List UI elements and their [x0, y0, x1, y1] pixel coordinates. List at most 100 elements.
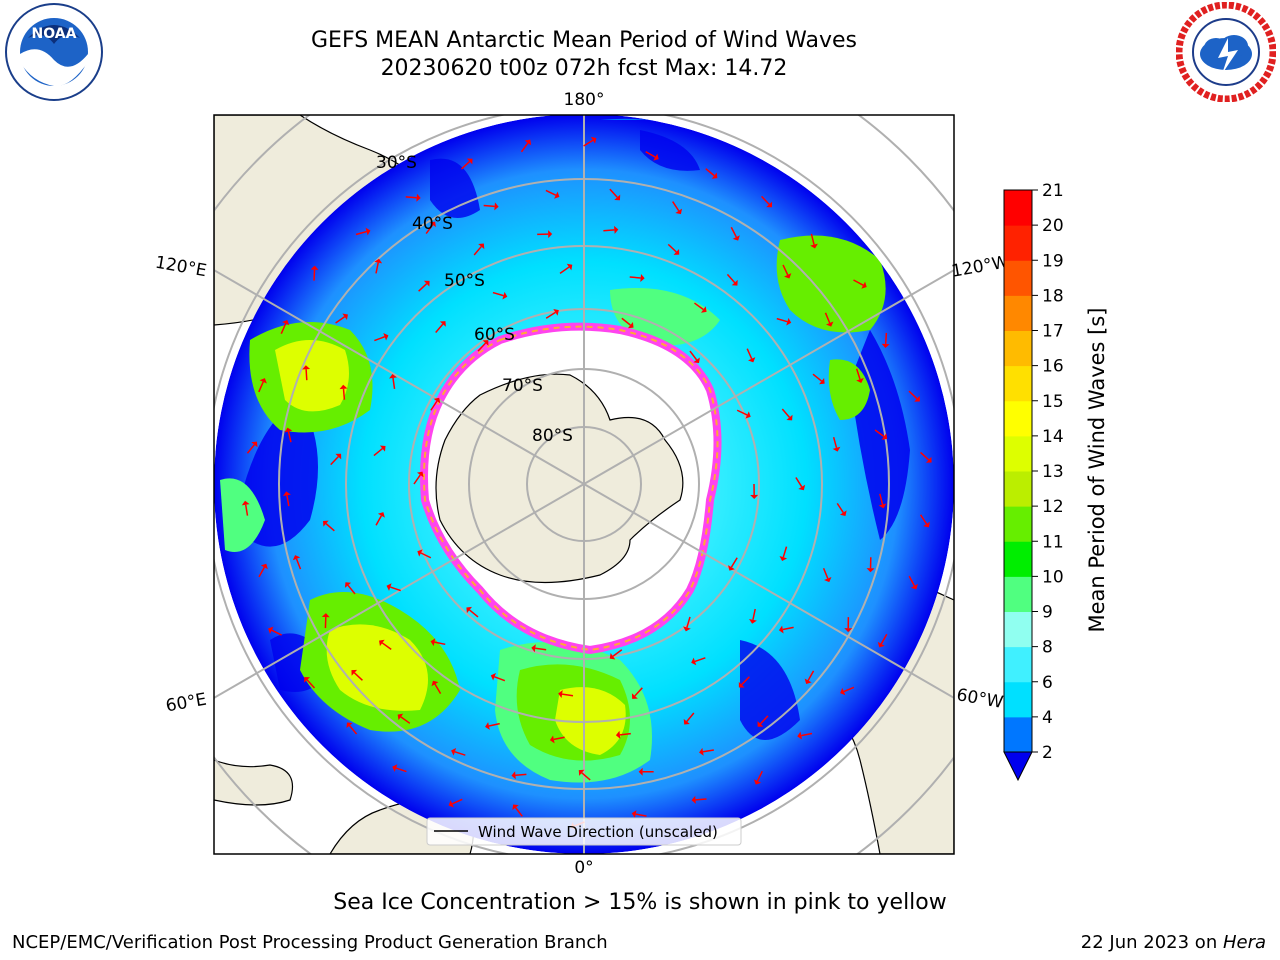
wind-arrow-head: [448, 800, 454, 808]
wind-arrow-head: [451, 747, 457, 756]
wind-arrow: [286, 495, 290, 507]
wind-arrow-head: [699, 747, 704, 756]
wind-arrow: [244, 504, 249, 516]
wind-arrow-head: [631, 693, 638, 699]
wind-arrow: [686, 712, 695, 722]
lat-label-80: 80°S: [532, 426, 573, 446]
colorbar-tick-label: 8: [1042, 638, 1053, 658]
colorbar-tick-label: 21: [1042, 181, 1064, 201]
colorbar-segment: [1004, 400, 1032, 437]
lon-label-left-upper: 120°E: [154, 253, 208, 282]
wind-arrow: [330, 456, 339, 466]
wind-arrow-head: [877, 641, 885, 648]
colorbar-segment: [1004, 225, 1032, 261]
wind-arrow: [418, 283, 428, 292]
wind-arrow-head: [374, 258, 383, 264]
wind-arrows: [241, 136, 932, 830]
wind-arrow-head: [866, 568, 875, 573]
wind-arrow-head: [675, 208, 683, 215]
wind-arrow: [515, 773, 527, 777]
lat-label-30: 30°S: [376, 153, 417, 173]
wind-arrow: [836, 502, 844, 514]
wind-arrow: [325, 523, 335, 532]
wind-arrow-head: [683, 626, 691, 632]
antarctica-land: [435, 373, 684, 584]
wind-arrow: [295, 558, 302, 570]
wind-arrow: [545, 311, 556, 319]
wind-arrow-head: [339, 384, 348, 390]
wind-arrow: [667, 243, 677, 253]
colorbar-segment: [1004, 681, 1032, 718]
wind-arrow-head: [310, 265, 319, 270]
lat-label-40: 40°S: [412, 214, 453, 234]
wind-arrow: [635, 813, 647, 817]
wind-arrow: [609, 188, 618, 198]
wind-arrow-head: [304, 676, 311, 683]
wind-arrow-head: [482, 340, 489, 346]
lat-label-60: 60°S: [474, 325, 515, 345]
wind-arrow-head: [749, 618, 757, 624]
wind-arrow: [271, 629, 282, 636]
footer-date-text: 22 Jun 2023 on: [1080, 932, 1223, 953]
legend-label: Wind Wave Direction (unscaled): [478, 823, 718, 841]
wind-arrow: [405, 196, 417, 199]
wind-arrow-head: [750, 494, 759, 499]
colorbar-segment: [1004, 330, 1032, 367]
wind-arrow-head: [554, 191, 560, 199]
colorbar-segment: [1004, 295, 1032, 331]
wind-arrow: [908, 575, 916, 587]
wind-arrow: [477, 342, 487, 352]
wind-arrow: [520, 142, 529, 153]
wind-arrow-head: [923, 521, 930, 528]
colorbar-label: Mean Period of Wind Waves [s]: [1085, 308, 1109, 633]
wind-arrow: [752, 608, 756, 620]
wind-arrow-head: [824, 576, 832, 583]
wind-arrow-head: [512, 804, 519, 811]
wind-arrow-head: [786, 414, 793, 421]
wind-arrow-head: [881, 343, 890, 348]
footer-host: Hera: [1222, 932, 1266, 953]
wind-arrow: [705, 168, 715, 177]
wind-arrow: [287, 431, 292, 443]
wind-arrow-head: [825, 321, 834, 327]
lon-label-left-lower: 60°E: [164, 690, 208, 717]
wind-arrow: [342, 388, 346, 400]
map-frame: [213, 114, 955, 855]
noaa-logo-text: NOAA: [32, 26, 77, 42]
sea-ice-caption: Sea Ice Concentration > 15% is shown in …: [333, 890, 947, 915]
wind-arrow-head: [615, 730, 621, 739]
colorbar-extend-min: [1003, 751, 1033, 782]
wind-arrow: [583, 139, 594, 147]
colorbar-tick-label: 15: [1042, 392, 1064, 412]
wind-arrow: [730, 226, 737, 238]
wind-arrow-head: [566, 263, 573, 271]
map-legend: Wind Wave Direction (unscaled): [426, 817, 742, 846]
wind-arrow-head: [878, 503, 887, 509]
colorbar-segment: [1004, 506, 1032, 542]
wind-arrow-head: [386, 583, 392, 591]
wind-arrow-head: [778, 625, 784, 634]
wind-arrow-head: [753, 779, 762, 785]
wind-arrow-head: [797, 731, 802, 740]
wind-arrow-head: [861, 281, 867, 289]
colorbar-segment: [1004, 365, 1032, 402]
wind-arrow-head: [346, 722, 353, 729]
wind-arrow: [355, 230, 367, 236]
wind-arrow-head: [383, 332, 389, 341]
wind-arrow-head: [259, 378, 267, 384]
wind-arrow: [492, 291, 504, 297]
wind-arrow-head: [417, 549, 423, 557]
wind-arrow-head: [344, 582, 352, 588]
wind-arrow-head: [416, 471, 424, 478]
wind-arrow: [494, 676, 506, 682]
wind-arrow: [335, 316, 346, 324]
wind-arrow: [634, 687, 643, 697]
colorbar-segment: [1004, 471, 1032, 507]
wind-arrow: [810, 233, 815, 245]
wind-arrow: [694, 657, 706, 663]
wind-arrow-head: [810, 243, 818, 249]
colorbar-segment: [1004, 190, 1032, 226]
wind-arrow-head: [283, 491, 291, 497]
wind-arrow-head: [640, 273, 645, 282]
wind-arrow-head: [423, 280, 430, 287]
